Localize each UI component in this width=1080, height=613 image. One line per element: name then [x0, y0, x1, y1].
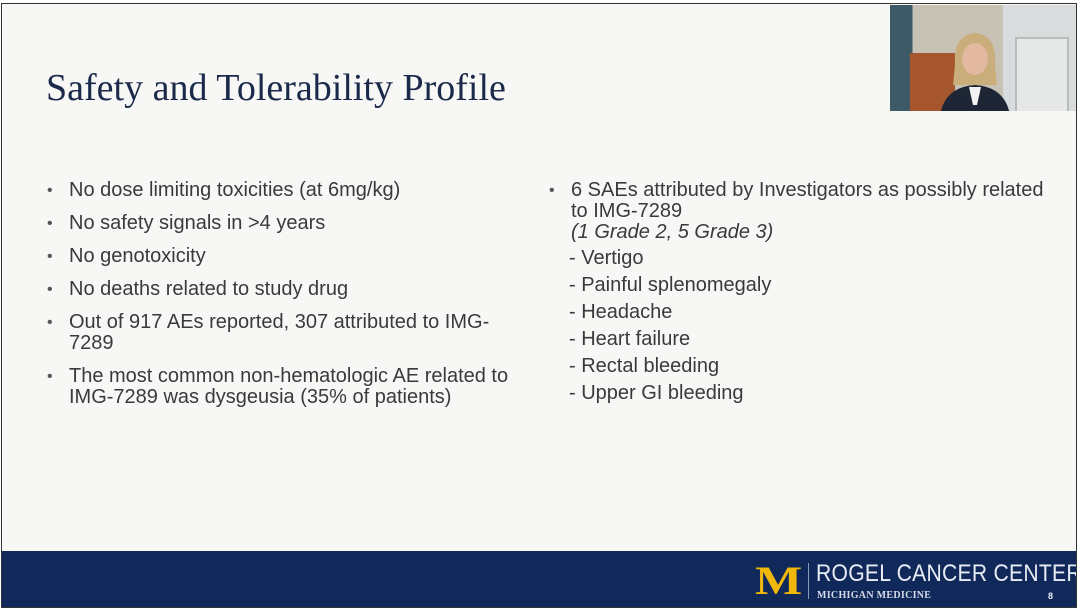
org-name: MICHIGAN MEDICINE: [817, 590, 932, 601]
grade-subtitle: (1 Grade 2, 5 Grade 3): [571, 221, 774, 243]
bullet-item: No genotoxicity: [47, 246, 517, 268]
presenter-webcam-video: [890, 5, 1076, 111]
right-column: 6 SAEs attributed by Investigators as po…: [549, 180, 1049, 407]
sae-item: - Headache: [569, 301, 673, 323]
sae-item: - Painful splenomegaly: [569, 274, 772, 296]
sae-bullet-text: 6 SAEs attributed by Investigators as po…: [571, 179, 1044, 222]
bullet-item: 6 SAEs attributed by Investigators as po…: [549, 180, 1049, 243]
left-column: No dose limiting toxicities (at 6mg/kg) …: [47, 180, 517, 420]
sae-item: - Vertigo: [569, 247, 644, 269]
sae-item: - Upper GI bleeding: [569, 382, 744, 404]
slide-title: Safety and Tolerability Profile: [46, 67, 506, 109]
bullet-item: No safety signals in >4 years: [47, 213, 517, 235]
bullet-item: The most common non-hematologic AE relat…: [47, 366, 517, 408]
bullet-item: Out of 917 AEs reported, 307 attributed …: [47, 312, 517, 354]
sae-item: - Heart failure: [569, 328, 691, 350]
michigan-m-logo: M: [755, 558, 803, 603]
bullet-item: No dose limiting toxicities (at 6mg/kg): [47, 180, 517, 202]
center-name: ROGEL CANCER CENTER: [816, 560, 1077, 587]
slide: Safety and Tolerability Profile No dose …: [1, 3, 1077, 608]
logo-divider: [808, 563, 809, 599]
bullet-item: No deaths related to study drug: [47, 279, 517, 301]
sae-list: - Vertigo - Painful splenomegaly - Heada…: [549, 245, 1049, 407]
presenter-image: [940, 33, 1010, 111]
footer-bar: M ROGEL CANCER CENTER MICHIGAN MEDICINE …: [2, 551, 1077, 607]
shelf: [1015, 37, 1069, 111]
sae-item: - Rectal bleeding: [569, 355, 720, 377]
page-number: 8: [1048, 591, 1054, 601]
